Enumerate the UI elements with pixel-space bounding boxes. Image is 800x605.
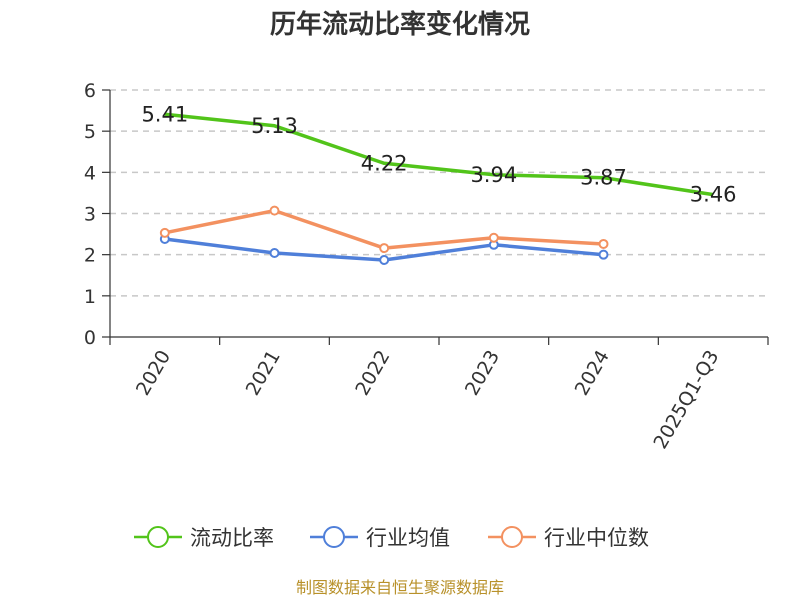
chart-title: 历年流动比率变化情况 <box>270 9 530 40</box>
data-label: 4.22 <box>361 151 408 175</box>
y-tick-label: 3 <box>84 204 96 226</box>
y-tick-label: 6 <box>84 80 96 102</box>
data-label: 3.94 <box>470 163 517 187</box>
data-point <box>269 205 280 216</box>
legend: 流动比率 行业均值 行业中位数 <box>134 526 649 550</box>
legend-label: 流动比率 <box>190 526 274 550</box>
series-layer <box>159 112 714 266</box>
legend-label: 行业中位数 <box>544 526 649 550</box>
data-point <box>159 227 170 238</box>
y-tick-label: 5 <box>84 121 96 143</box>
source-note: 制图数据来自恒生聚源数据库 <box>296 578 504 597</box>
grid-layer <box>110 89 768 297</box>
legend-item: 行业中位数 <box>488 526 649 550</box>
data-label: 3.46 <box>690 183 737 207</box>
x-tick-label: 2022 <box>351 347 394 400</box>
data-point <box>379 255 390 266</box>
y-tick-label: 0 <box>84 327 96 349</box>
data-point <box>598 249 609 260</box>
series-line-2 <box>164 208 604 250</box>
data-point <box>488 232 499 243</box>
legend-marker <box>323 526 345 548</box>
data-label: 5.13 <box>251 114 298 138</box>
series-line-0 <box>164 112 714 197</box>
y-tick-label: 4 <box>84 162 96 184</box>
legend-item: 流动比率 <box>134 526 274 550</box>
data-point <box>379 243 390 254</box>
axis-layer: 0 1 2 3 4 5 6 2020 2021 2022 2023 2024 2025Q1-Q3 <box>84 80 769 453</box>
legend-marker <box>501 526 523 548</box>
x-tick-label: 2024 <box>571 347 614 400</box>
data-label: 5.41 <box>141 102 188 126</box>
x-tick-label: 2025Q1-Q3 <box>649 347 723 453</box>
x-tick-label: 2020 <box>132 347 175 400</box>
data-label: 3.87 <box>580 166 627 190</box>
x-tick-label: 2021 <box>242 347 285 400</box>
x-tick-label: 2023 <box>461 347 504 400</box>
data-label-layer: 5.41 5.13 4.22 3.94 3.87 3.46 <box>141 102 736 206</box>
legend-marker <box>147 526 169 548</box>
legend-item: 行业均值 <box>310 526 450 550</box>
y-tick-label: 1 <box>84 286 96 308</box>
data-point <box>598 238 609 249</box>
y-tick-label: 2 <box>84 245 96 267</box>
data-point <box>269 248 280 259</box>
legend-label: 行业均值 <box>366 526 450 550</box>
